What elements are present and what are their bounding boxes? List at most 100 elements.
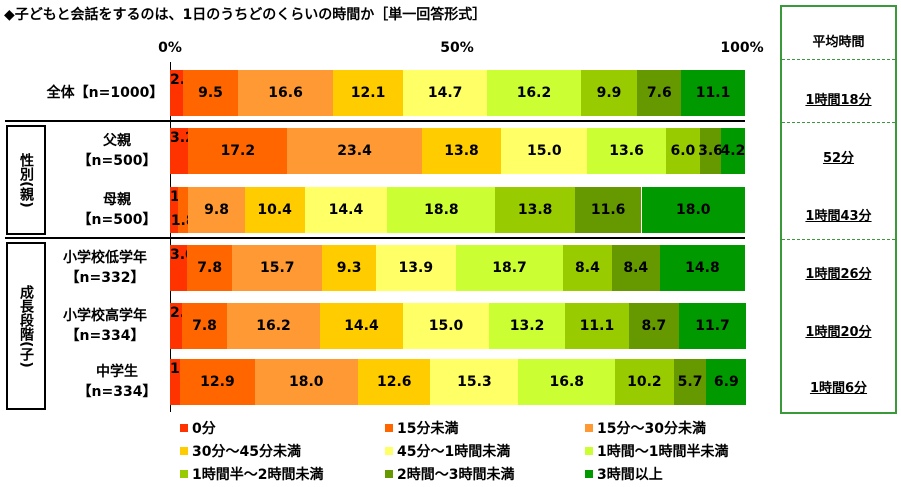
data-label: 11.1	[579, 318, 615, 334]
data-label: 10.2	[627, 374, 662, 390]
stacked-bar: 2.17.816.214.415.013.211.18.711.7	[170, 303, 747, 349]
bar-segment	[358, 359, 431, 405]
data-label: 15.7	[259, 260, 295, 276]
data-label: 8.4	[575, 260, 600, 276]
legend-item: 2時間～3時間未満	[385, 464, 514, 484]
bar-segment	[178, 187, 189, 233]
avg-value: 52分	[822, 151, 855, 166]
data-label: 8.7	[641, 318, 667, 334]
divider	[5, 237, 745, 239]
data-label: 13.2	[509, 318, 545, 334]
legend-swatch	[385, 447, 393, 455]
group-label-child: 成長段階(子)	[6, 242, 46, 410]
bar-segment	[455, 245, 564, 291]
bar-segment	[170, 187, 179, 233]
bar-segment	[244, 187, 305, 233]
data-label: 9.3	[336, 260, 362, 276]
data-label: 16.6	[268, 85, 303, 101]
bar-segment	[574, 187, 642, 233]
legend-item: 15分～30分未満	[585, 418, 706, 438]
x-tick: 100%	[720, 40, 764, 56]
data-label: 13.8	[444, 143, 479, 159]
data-label: 7.8	[192, 318, 217, 334]
category-label: 中学生 【n=334】	[77, 364, 157, 400]
legend-item: 1時間～1時間半未満	[585, 441, 728, 461]
data-label: 4.2	[720, 143, 746, 159]
group-label-parent: 性別(親)	[6, 125, 46, 235]
data-label: 9.5	[198, 85, 223, 101]
bar-segment	[320, 303, 403, 349]
bar-segment	[430, 359, 519, 405]
bar-segment	[489, 303, 566, 349]
bar-segment	[587, 128, 666, 174]
data-label: 18.0	[288, 374, 324, 390]
bar-segment	[254, 359, 359, 405]
data-label: 6.9	[713, 374, 739, 390]
stacked-bar: 3.2 17.2 23.4 13.8 15.0 13.6 6.0 3.6 4.2	[170, 128, 745, 174]
data-label: 8.4	[623, 260, 649, 276]
legend-swatch	[180, 447, 188, 455]
data-label: 14.4	[328, 202, 364, 218]
bar-segment	[615, 359, 674, 405]
bar-segment	[402, 70, 488, 116]
data-label: 23.4	[337, 143, 372, 159]
divider	[5, 120, 745, 122]
category-label: 小学校高学年 【n=334】	[63, 308, 147, 344]
bar-segment	[304, 187, 388, 233]
bar-segment	[232, 245, 323, 291]
data-label: 7.8	[197, 260, 223, 276]
legend-swatch	[385, 470, 393, 478]
data-label: 9.8	[204, 202, 229, 218]
bar-segment	[170, 245, 188, 291]
bar-segment	[170, 70, 184, 116]
legend-item: 45分～1時間未満	[385, 441, 510, 461]
data-label: 7.6	[646, 85, 672, 101]
bar-segment	[628, 303, 679, 349]
data-label: 12.6	[376, 374, 412, 390]
legend-swatch	[585, 424, 593, 432]
avg-value: 1時間6分	[809, 381, 868, 396]
bar-segment	[182, 303, 227, 349]
data-label: 13.9	[398, 260, 434, 276]
bar-segment	[673, 359, 707, 405]
data-label: 16.2	[256, 318, 291, 334]
data-label: 12.1	[350, 85, 386, 101]
data-label: 15.0	[428, 318, 464, 334]
data-label: 13.6	[609, 143, 644, 159]
data-label: 16.2	[516, 85, 552, 101]
bar-segment	[188, 128, 288, 174]
bar-segment	[518, 359, 616, 405]
bar-segment	[402, 303, 490, 349]
bar-segment	[659, 245, 745, 291]
bar-segment	[706, 359, 747, 405]
bar-segment	[375, 245, 456, 291]
data-label: 12.9	[200, 374, 235, 390]
bar-segment	[563, 245, 612, 291]
bar-segment	[322, 245, 376, 291]
avg-value: 1時間26分	[805, 267, 872, 282]
stacked-bar: 2.39.516.612.114.716.29.97.611.1	[170, 70, 745, 116]
bar-segment	[665, 128, 701, 174]
bar-segment	[226, 303, 321, 349]
bar-segment	[237, 70, 334, 116]
legend-item: 1時間半～2時間未満	[180, 464, 323, 484]
bar-segment	[421, 128, 502, 174]
stacked-bar: 3.0 7.8 15.7 9.3 13.9 18.7 8.4 8.4 14.8	[170, 245, 745, 291]
avg-value: 1時間20分	[805, 325, 872, 340]
bar-segment	[720, 128, 745, 174]
bar-segment	[170, 359, 181, 405]
legend-swatch	[180, 470, 188, 478]
stacked-bar: 1.41.89.810.414.418.813.811.618.0	[170, 187, 745, 233]
bar-segment	[495, 187, 575, 233]
legend-item: 15分未満	[385, 418, 458, 438]
data-label: 11.7	[695, 318, 730, 334]
bar-segment	[170, 303, 183, 349]
category-label: 小学校低学年 【n=332】	[63, 250, 147, 286]
data-label: 5.7	[677, 374, 703, 390]
data-label: 11.6	[590, 202, 626, 218]
data-label: 15.0	[527, 143, 562, 159]
average-time-panel: 平均時間 1時間18分 52分 1時間43分 1時間26分 1時間20分 1時間…	[780, 5, 897, 414]
legend-item: 30分～45分未満	[180, 441, 301, 461]
legend-item: 3時間以上	[585, 464, 663, 484]
bar-segment	[678, 303, 747, 349]
